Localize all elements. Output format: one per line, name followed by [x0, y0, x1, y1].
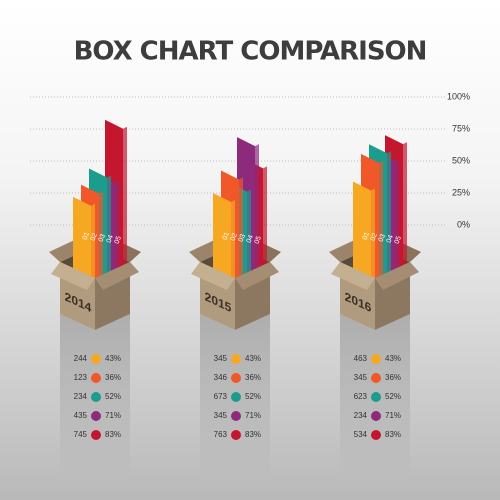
- row-number: 346: [214, 373, 228, 382]
- bar-label: 01: [82, 231, 91, 241]
- bar-side: [231, 200, 235, 294]
- row-number: 463: [354, 354, 368, 363]
- row-dot: [371, 430, 381, 440]
- bar-side: [403, 142, 407, 282]
- row-dot: [231, 411, 241, 421]
- row-dot: [91, 354, 101, 364]
- row-dot: [91, 411, 101, 421]
- bar-label: 05: [254, 235, 263, 245]
- bar-side: [99, 191, 103, 291]
- bar-side: [123, 126, 127, 282]
- tick-label: 0%: [457, 219, 470, 229]
- tick-label: 50%: [452, 155, 470, 165]
- row-percent: 36%: [105, 373, 121, 382]
- row-percent: 71%: [245, 411, 261, 420]
- row-percent: 71%: [105, 411, 121, 420]
- bar-side: [255, 144, 259, 285]
- row-dot: [91, 392, 101, 402]
- row-number: 234: [354, 411, 368, 420]
- bar: [73, 196, 91, 294]
- bar-label: 04: [106, 234, 115, 244]
- row-number: 623: [354, 392, 368, 401]
- row-number: 345: [214, 411, 228, 420]
- bar-label: 03: [238, 233, 247, 243]
- bar-label: 05: [394, 235, 403, 245]
- row-number: 763: [214, 430, 228, 439]
- flap: [191, 262, 235, 290]
- bar: [353, 181, 371, 294]
- flap: [235, 262, 279, 290]
- row-number: 435: [74, 411, 88, 420]
- row-dot: [231, 392, 241, 402]
- bar-label: 01: [362, 231, 371, 241]
- row-percent: 52%: [385, 392, 401, 401]
- bar-label: 03: [378, 233, 387, 243]
- bar-side: [107, 175, 111, 288]
- tick-label: 75%: [452, 123, 470, 133]
- flap: [375, 262, 419, 290]
- bar-label: 02: [90, 232, 99, 242]
- row-dot: [371, 373, 381, 383]
- bar-side: [239, 177, 243, 291]
- row-number: 123: [74, 373, 88, 382]
- bar-side: [387, 151, 391, 288]
- row-percent: 36%: [385, 373, 401, 382]
- row-number: 345: [214, 354, 228, 363]
- row-number: 345: [354, 373, 368, 382]
- bar-label: 02: [370, 232, 379, 242]
- row-dot: [371, 411, 381, 421]
- flap: [51, 262, 95, 290]
- row-number: 234: [74, 392, 88, 401]
- bar-side: [247, 189, 251, 288]
- row-percent: 71%: [385, 411, 401, 420]
- row-number: 534: [354, 430, 368, 439]
- row-dot: [231, 354, 241, 364]
- bar-label: 04: [246, 234, 255, 244]
- flap: [331, 262, 375, 290]
- row-dot: [371, 354, 381, 364]
- tick-label: 100%: [447, 91, 470, 101]
- row-percent: 36%: [245, 373, 261, 382]
- row-percent: 83%: [245, 430, 261, 439]
- bar-label: 05: [114, 235, 123, 245]
- row-dot: [91, 430, 101, 440]
- row-dot: [91, 373, 101, 383]
- bar: [213, 193, 231, 294]
- bar-label: 04: [386, 234, 395, 244]
- bar-side: [91, 203, 95, 294]
- row-percent: 83%: [105, 430, 121, 439]
- row-number: 244: [74, 354, 88, 363]
- row-dot: [371, 392, 381, 402]
- bar-label: 03: [98, 233, 107, 243]
- row-percent: 83%: [385, 430, 401, 439]
- bar-label: 01: [222, 231, 231, 241]
- row-dot: [231, 430, 241, 440]
- flap: [95, 262, 139, 290]
- bar-label: 02: [230, 232, 239, 242]
- row-percent: 43%: [245, 354, 261, 363]
- bar-side: [263, 166, 267, 282]
- row-percent: 52%: [245, 392, 261, 401]
- row-percent: 43%: [105, 354, 121, 363]
- title: BOX CHART COMPARISON: [74, 37, 427, 67]
- row-dot: [231, 373, 241, 383]
- tick-label: 25%: [452, 187, 470, 197]
- bar-side: [371, 188, 375, 294]
- row-number: 673: [214, 392, 228, 401]
- row-number: 745: [74, 430, 88, 439]
- bar-side: [115, 181, 119, 285]
- row-percent: 52%: [105, 392, 121, 401]
- bar-side: [395, 159, 399, 285]
- row-percent: 43%: [385, 354, 401, 363]
- bar-side: [379, 160, 383, 291]
